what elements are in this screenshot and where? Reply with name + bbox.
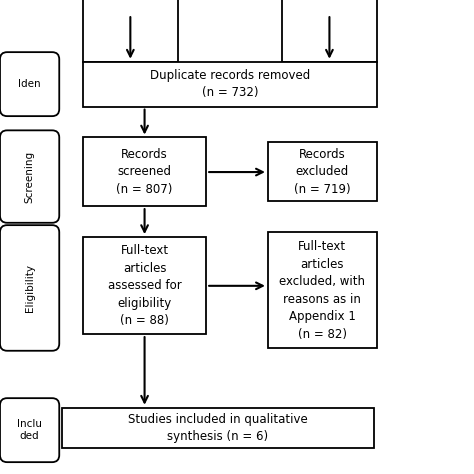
- Bar: [83, 62, 377, 107]
- Bar: [83, 137, 206, 206]
- Bar: [62, 408, 374, 448]
- Text: Records
screened
(n = 807): Records screened (n = 807): [117, 148, 173, 196]
- Bar: [268, 232, 377, 348]
- Bar: [268, 142, 377, 201]
- Text: Screening: Screening: [25, 151, 35, 202]
- FancyBboxPatch shape: [0, 225, 59, 351]
- Text: Iden: Iden: [18, 79, 41, 89]
- FancyBboxPatch shape: [0, 52, 59, 116]
- Text: Full-text
articles
excluded, with
reasons as in
Appendix 1
(n = 82): Full-text articles excluded, with reason…: [279, 240, 365, 341]
- Bar: [83, 0, 178, 62]
- Bar: [282, 0, 377, 62]
- FancyBboxPatch shape: [0, 130, 59, 223]
- Bar: [83, 237, 206, 334]
- Text: Studies included in qualitative
synthesis (n = 6): Studies included in qualitative synthesi…: [128, 412, 308, 443]
- Text: Full-text
articles
assessed for
eligibility
(n = 88): Full-text articles assessed for eligibil…: [108, 244, 182, 327]
- Text: Duplicate records removed
(n = 732): Duplicate records removed (n = 732): [150, 69, 310, 100]
- FancyBboxPatch shape: [0, 398, 59, 462]
- Text: Records
excluded
(n = 719): Records excluded (n = 719): [294, 148, 351, 196]
- Text: Inclu
ded: Inclu ded: [17, 419, 42, 441]
- Text: Eligibility: Eligibility: [25, 264, 35, 312]
